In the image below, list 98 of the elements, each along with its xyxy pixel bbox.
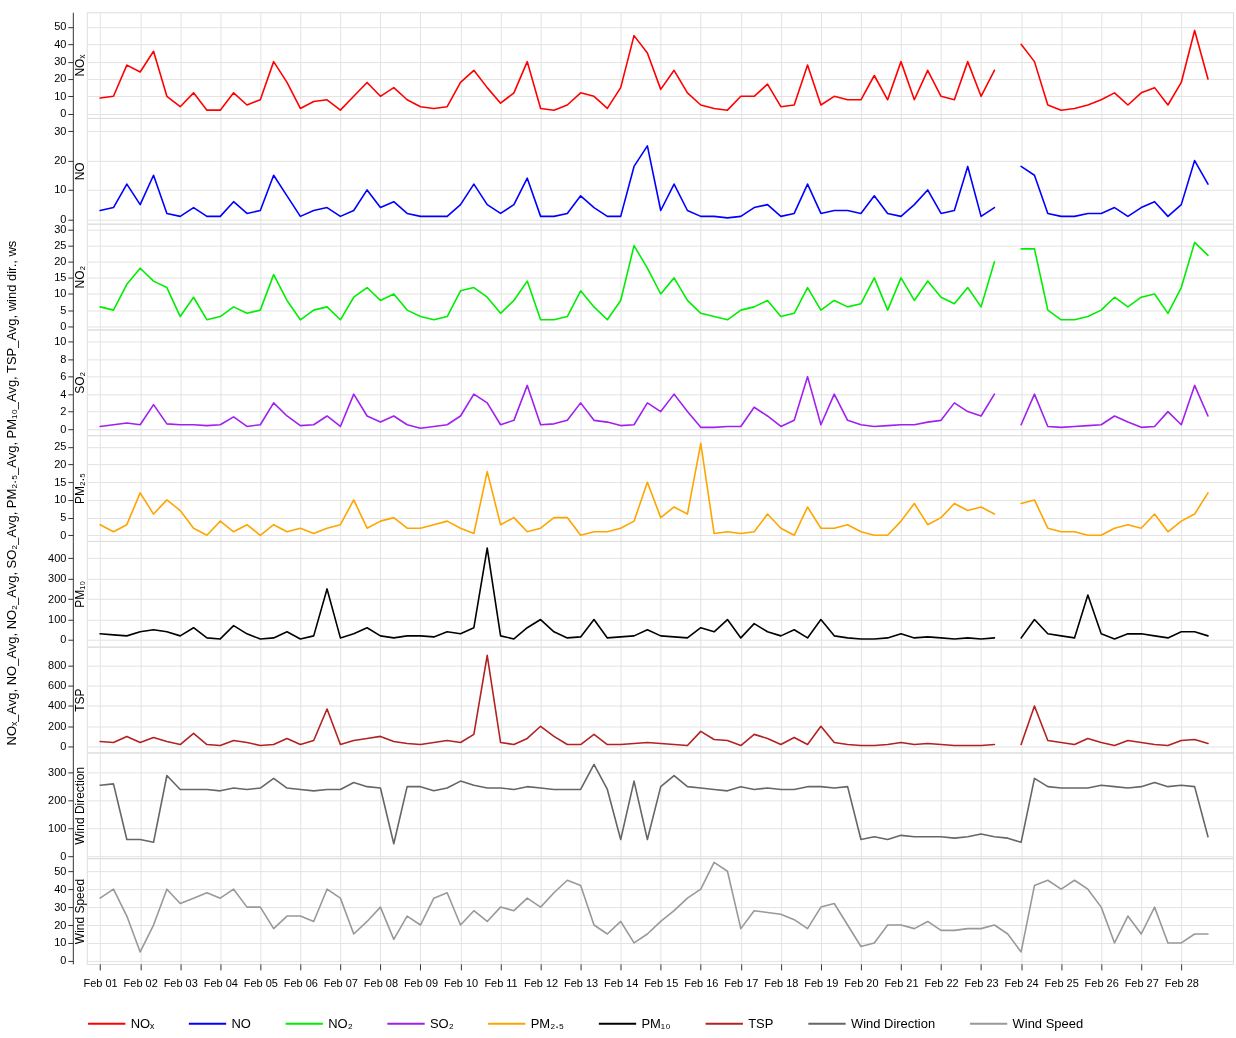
y-axis-title: Wind Direction [73, 766, 88, 845]
y-tick-label: 0 [60, 849, 67, 862]
x-tick-label: Feb 08 [363, 977, 399, 990]
y-tick-label: 20 [54, 918, 67, 931]
y-tick-label: 600 [48, 679, 67, 692]
y-tick-label: 5 [60, 511, 67, 524]
x-tick-label: Feb 11 [484, 977, 518, 990]
y-tick-label: 0 [60, 740, 67, 753]
x-tick-label: Feb 19 [804, 977, 839, 990]
y-tick-label: 25 [54, 239, 67, 252]
x-tick-label: Feb 10 [443, 977, 479, 990]
y-tick-label: 10 [54, 936, 67, 949]
y-tick-label: 300 [48, 766, 67, 779]
y-tick-label: 40 [54, 882, 67, 895]
y-tick-label: 30 [54, 55, 67, 68]
x-tick-label: Feb 22 [924, 977, 959, 990]
y-tick-label: 20 [54, 255, 67, 268]
legend-label: SO₂ [429, 1015, 454, 1031]
y-tick-label: 25 [54, 440, 67, 453]
line-series [99, 763, 1209, 845]
x-tick-label: Feb 05 [243, 977, 278, 990]
y-tick-label: 10 [54, 335, 67, 348]
y-tick-label: 0 [60, 319, 67, 332]
y-tick-label: 100 [48, 821, 67, 834]
y-tick-label: 15 [54, 271, 67, 284]
y-tick-label: 0 [60, 633, 67, 646]
legend-label: Wind Direction [850, 1015, 936, 1031]
x-tick-label: Feb 14 [604, 977, 639, 990]
y-tick-label: 0 [60, 422, 67, 435]
x-tick-label: Feb 21 [884, 977, 919, 990]
y-tick-label: 300 [48, 572, 67, 585]
legend-label: TSP [748, 1015, 774, 1031]
x-tick-label: Feb 07 [323, 977, 358, 990]
y-tick-label: 400 [48, 551, 67, 564]
y-axis-title: NOₓ [73, 54, 88, 77]
y-tick-label: 20 [54, 458, 67, 471]
y-tick-label: 30 [54, 124, 67, 137]
y-axis-title: NO [73, 162, 88, 181]
y-tick-label: 200 [48, 592, 67, 605]
y-tick-label: 100 [48, 613, 67, 626]
x-tick-label: Feb 28 [1164, 977, 1199, 990]
x-tick-label: Feb 02 [123, 977, 158, 990]
x-tick-label: Feb 27 [1124, 977, 1159, 990]
x-tick-label: Feb 18 [764, 977, 799, 990]
y-tick-label: 0 [60, 954, 67, 967]
y-axis-title: TSP [73, 688, 88, 712]
y-tick-label: 30 [54, 223, 67, 236]
x-tick-label: Feb 06 [283, 977, 318, 990]
x-tick-label: Feb 04 [203, 977, 238, 990]
y-tick-label: 2 [60, 405, 67, 418]
y-tick-label: 40 [54, 37, 67, 50]
y-tick-label: 400 [48, 699, 67, 712]
y-tick-label: 30 [54, 900, 67, 913]
y-tick-label: 0 [60, 212, 67, 225]
x-tick-label: Feb 24 [1004, 977, 1039, 990]
x-tick-label: Feb 25 [1044, 977, 1079, 990]
legend-label: PM₂.₅ [530, 1015, 564, 1031]
y-tick-label: 8 [60, 352, 67, 365]
x-tick-label: Feb 01 [83, 977, 118, 990]
x-tick-label: Feb 15 [644, 977, 679, 990]
y-axis-title: PM₂.₅ [73, 473, 88, 504]
y-tick-label: 10 [54, 183, 67, 196]
legend-label: NOₓ [130, 1015, 156, 1031]
y-tick-label: 15 [54, 475, 67, 488]
legend-label: Wind Speed [1012, 1015, 1084, 1031]
x-tick-label: Feb 17 [724, 977, 759, 990]
y-tick-label: 10 [54, 89, 67, 102]
y-tick-label: 10 [54, 493, 67, 506]
y-axis-title: SO₂ [73, 371, 88, 394]
text: NOₓ_Avg, NO_Avg, NO₂_Avg, SO₂_Avg, PM₂.₅_Avg, PM₁₀_Avg, TSP_Avg, wind dir., ws [3, 240, 19, 746]
x-tick-label: Feb 03 [163, 977, 198, 990]
legend-label: NO₂ [328, 1015, 353, 1031]
x-tick-label: Feb 09 [403, 977, 439, 990]
y-tick-label: 50 [54, 864, 67, 877]
legend-label: PM₁₀ [641, 1015, 671, 1031]
legend-label: NO [231, 1015, 251, 1031]
y-tick-label: 0 [60, 528, 67, 541]
y-tick-label: 0 [60, 107, 67, 120]
y-tick-label: 50 [54, 20, 67, 33]
y-tick-label: 200 [48, 719, 67, 732]
y-tick-label: 4 [60, 387, 67, 400]
x-tick-label: Feb 20 [844, 977, 879, 990]
y-tick-label: 6 [60, 370, 67, 383]
y-tick-label: 200 [48, 794, 67, 807]
y-tick-label: 20 [54, 154, 67, 167]
y-axis-title: Wind Speed [73, 878, 88, 945]
y-tick-label: 10 [54, 287, 67, 300]
y-tick-label: 20 [54, 72, 67, 85]
y-tick-label: 800 [48, 658, 67, 671]
x-tick-label: Feb 12 [524, 977, 559, 990]
x-tick-label: Feb 23 [964, 977, 999, 990]
x-tick-label: Feb 16 [684, 977, 719, 990]
y-axis-title: NO₂ [73, 265, 88, 289]
x-tick-label: Feb 13 [564, 977, 599, 990]
y-tick-label: 5 [60, 303, 67, 316]
x-tick-label: Feb 26 [1084, 977, 1119, 990]
line-series [99, 861, 1209, 953]
y-axis-title: PM₁₀ [73, 580, 88, 608]
